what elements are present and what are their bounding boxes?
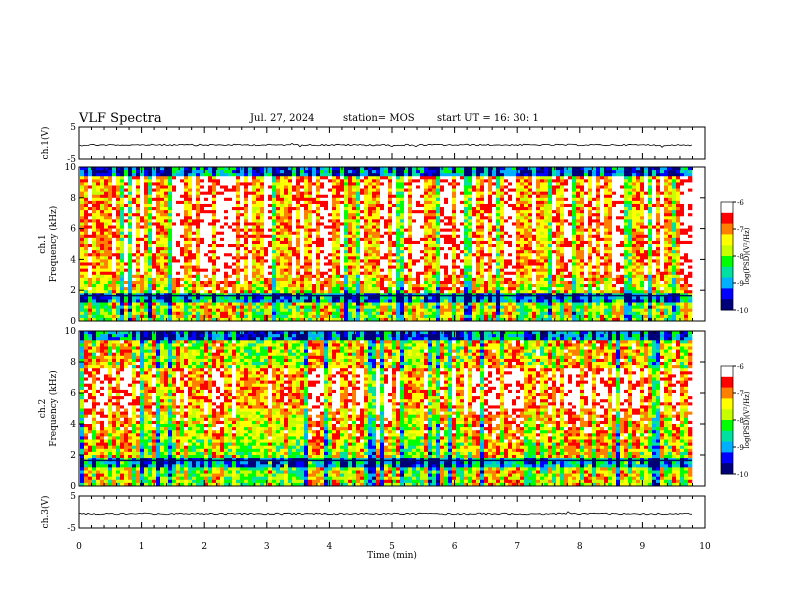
ytick-label: 8 xyxy=(70,358,76,368)
colorbar-tick-label: -8 xyxy=(737,417,744,425)
ch1-waveform-line xyxy=(79,142,693,148)
ytick-label: 8 xyxy=(70,194,76,204)
xtick-label: 4 xyxy=(327,542,333,552)
colorbar-tick-label: -7 xyxy=(737,226,744,234)
ch3-waveform-line xyxy=(79,511,693,516)
ytick-label: 5 xyxy=(70,123,76,133)
colorbar-tick-label: -9 xyxy=(737,444,744,452)
ch2-spectrogram xyxy=(80,331,693,487)
start-time-label: start UT = 16: 30: 1 xyxy=(437,113,539,124)
ytick-label: 4 xyxy=(70,255,76,265)
colorbar-tick-label: -7 xyxy=(737,390,744,398)
xtick-label: 7 xyxy=(514,542,520,552)
colorbar-tick-label: -9 xyxy=(737,280,744,288)
ch2-frequency-label: Frequency (kHz) xyxy=(48,370,59,447)
colorbar-label: log(PSD)(V²/Hz) xyxy=(743,227,751,284)
ytick-label: -5 xyxy=(67,155,76,165)
ch2-colorbar: -6 -7 -8 -9 -10 xyxy=(720,363,748,479)
ch1-colorbar: -6 -7 -8 -9 -10 xyxy=(720,199,748,315)
chart-title: VLF Spectra xyxy=(79,111,162,126)
xtick-label: 1 xyxy=(139,542,145,552)
ch3-waveform-ylabel: ch.3(V) xyxy=(40,496,51,529)
ytick-label: 2 xyxy=(70,451,76,461)
station-label: station= MOS xyxy=(343,113,415,124)
colorbar-tick-label: -8 xyxy=(737,253,744,261)
ch1-waveform-ylabel: ch.1(V) xyxy=(40,127,51,160)
colorbar-tick-label: -10 xyxy=(737,307,748,315)
ytick-label: 10 xyxy=(65,327,77,337)
ytick-label: 4 xyxy=(70,420,76,430)
xtick-label: 10 xyxy=(699,542,711,552)
xtick-label: 5 xyxy=(389,542,395,552)
xtick-label: 9 xyxy=(640,542,646,552)
xtick-label: 6 xyxy=(452,542,458,552)
xtick-label: 8 xyxy=(577,542,583,552)
ytick-label: 10 xyxy=(65,163,77,173)
xtick-label: 0 xyxy=(76,542,82,552)
x-axis-title: Time (min) xyxy=(367,550,417,561)
ytick-label: 0 xyxy=(70,482,76,492)
date-label: Jul. 27, 2024 xyxy=(250,113,315,124)
ch1-spectrogram xyxy=(80,167,693,322)
ytick-label: 6 xyxy=(70,389,76,399)
ytick-label: -5 xyxy=(67,524,76,534)
colorbar-label: log(PSD)(V²/Hz) xyxy=(743,391,751,448)
xtick-label: 3 xyxy=(264,542,270,552)
ch1-frequency-label: Frequency (kHz) xyxy=(48,206,59,283)
xtick-label: 2 xyxy=(201,542,207,552)
colorbar-tick-label: -10 xyxy=(737,471,748,479)
ytick-label: 2 xyxy=(70,286,76,296)
ytick-label: 6 xyxy=(70,225,76,235)
ytick-label: 0 xyxy=(70,317,76,327)
ch2-label: ch.2 xyxy=(38,399,48,418)
colorbar-tick-label: -6 xyxy=(737,363,744,371)
colorbar-tick-label: -6 xyxy=(737,199,744,207)
ch1-label: ch.1 xyxy=(38,234,48,253)
ytick-label: 5 xyxy=(70,492,76,502)
